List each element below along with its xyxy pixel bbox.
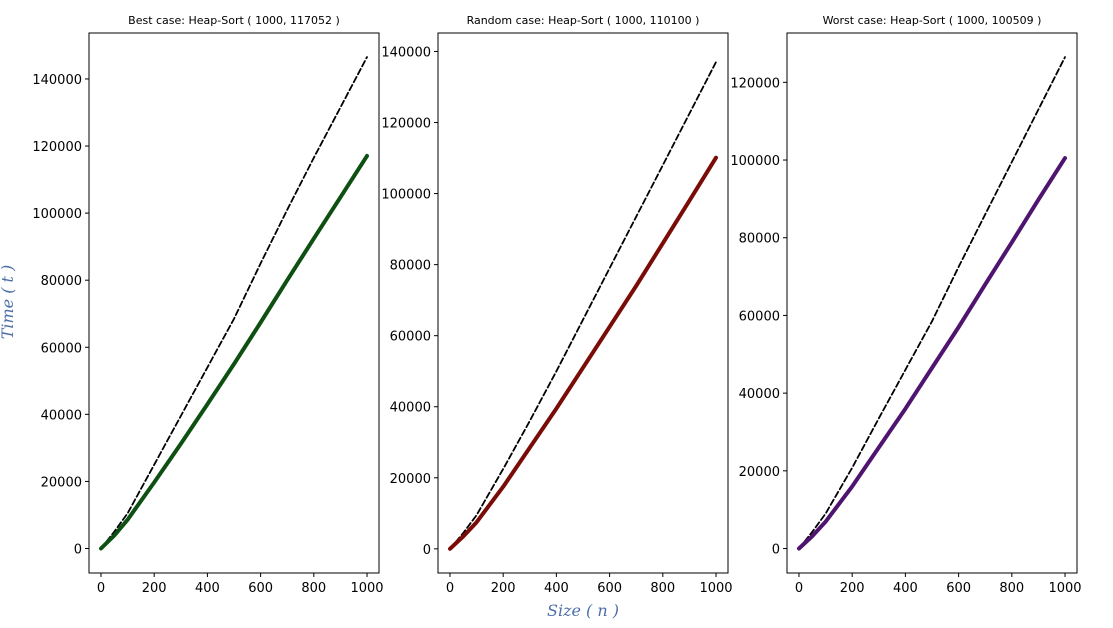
plot-frame-random	[437, 32, 729, 574]
x-tick-label-best: 1000	[350, 581, 383, 596]
y-tick-label-worst: 40000	[739, 387, 780, 402]
y-tick-label-worst: 60000	[739, 309, 780, 324]
x-tick-label-worst: 600	[946, 581, 971, 596]
x-tick-label-random: 200	[491, 581, 516, 596]
x-tick-label-best: 0	[97, 581, 105, 596]
y-tick-label-worst: 80000	[739, 232, 780, 247]
x-tick-label-random: 0	[446, 581, 454, 596]
chart-random: Random case: Heap-Sort ( 1000, 110100 ) 0…	[381, 14, 732, 596]
chart-title-best: Best case: Heap-Sort ( 1000, 117052 )	[128, 14, 340, 27]
x-tick-label-best: 800	[301, 581, 326, 596]
plot-frame-worst	[786, 32, 1078, 574]
x-tick-label-worst: 0	[795, 581, 803, 596]
plot-frame-best	[88, 32, 380, 574]
y-tick-label-random: 140000	[381, 45, 431, 60]
y-tick-label-random: 0	[423, 543, 431, 558]
chart-best: Best case: Heap-Sort ( 1000, 117052 ) 0 20…	[32, 14, 383, 596]
x-axis-label: Size ( n )	[547, 601, 619, 620]
x-tick-label-worst: 1000	[1048, 581, 1081, 596]
y-tick-label-worst: 0	[772, 543, 780, 558]
y-tick-label-worst: 100000	[730, 154, 780, 169]
series-measured-line-best	[99, 153, 369, 551]
y-tick-label-best: 140000	[32, 73, 82, 88]
series-measured-line-worst	[797, 156, 1067, 551]
chart-title-random: Random case: Heap-Sort ( 1000, 110100 )	[467, 14, 700, 27]
x-tick-label-worst: 200	[840, 581, 865, 596]
y-tick-label-best: 120000	[32, 140, 82, 155]
x-tick-label-random: 800	[650, 581, 675, 596]
x-tick-label-best: 400	[195, 581, 220, 596]
series-reference-line-best	[100, 56, 368, 550]
x-tick-label-worst: 800	[999, 581, 1024, 596]
x-tick-label-random: 400	[544, 581, 569, 596]
y-tick-label-random: 60000	[390, 330, 431, 345]
chart-worst: Worst case: Heap-Sort ( 1000, 100509 ) 0 2…	[730, 14, 1081, 596]
x-tick-label-worst: 400	[893, 581, 918, 596]
x-tick-label-best: 600	[248, 581, 273, 596]
x-tick-label-best: 200	[142, 581, 167, 596]
y-tick-label-best: 80000	[41, 274, 82, 289]
y-axis-label: Time ( t )	[0, 265, 17, 340]
y-tick-label-best: 20000	[41, 475, 82, 490]
x-tick-label-random: 1000	[699, 581, 732, 596]
x-tick-label-random: 600	[597, 581, 622, 596]
y-tick-label-random: 20000	[390, 472, 431, 487]
y-tick-label-random: 40000	[390, 401, 431, 416]
y-tick-label-best: 60000	[41, 341, 82, 356]
series-reference-line-random	[449, 61, 717, 550]
y-tick-label-random: 120000	[381, 117, 431, 132]
y-tick-label-best: 40000	[41, 408, 82, 423]
y-tick-label-worst: 20000	[739, 465, 780, 480]
series-measured-line-random	[448, 155, 718, 551]
series-reference-line-worst	[798, 56, 1066, 550]
y-tick-label-best: 100000	[32, 207, 82, 222]
y-tick-label-worst: 120000	[730, 76, 780, 91]
y-tick-label-best: 0	[74, 543, 82, 558]
chart-title-worst: Worst case: Heap-Sort ( 1000, 100509 )	[823, 14, 1042, 27]
y-tick-label-random: 80000	[390, 259, 431, 274]
y-tick-label-random: 100000	[381, 188, 431, 203]
